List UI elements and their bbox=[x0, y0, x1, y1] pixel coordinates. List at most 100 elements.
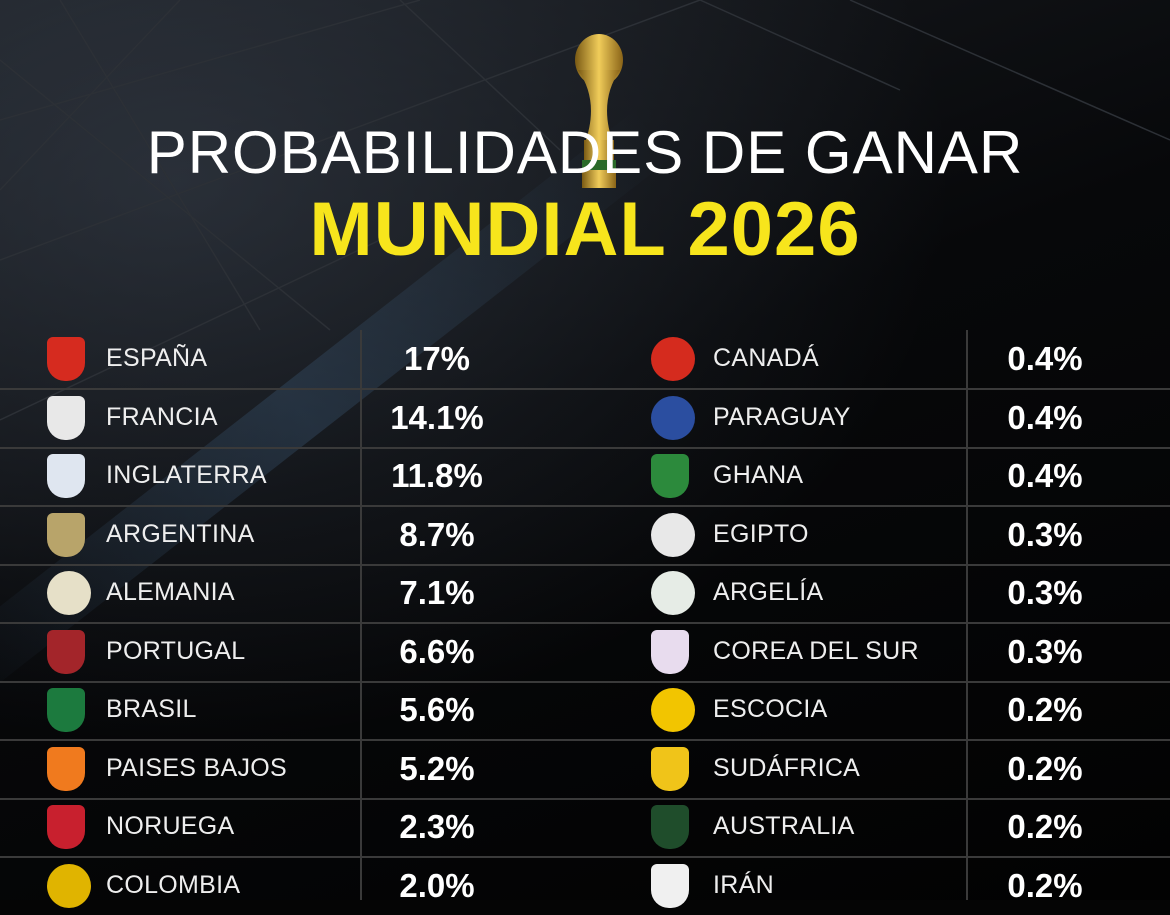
column-divider bbox=[360, 330, 362, 900]
table-row: ARGELÍA 0.3% bbox=[0, 564, 1170, 622]
row-divider bbox=[600, 856, 1170, 858]
table-row: ALEMANIA 7.1% bbox=[0, 564, 1170, 622]
probability-value: 5.6% bbox=[399, 691, 475, 728]
team-name: EGIPTO bbox=[713, 519, 809, 548]
probability-value: 2.3% bbox=[399, 808, 475, 845]
team-name: ESPAÑA bbox=[106, 344, 208, 372]
row-divider bbox=[600, 622, 1170, 624]
row-divider bbox=[600, 680, 1170, 683]
row-divider bbox=[600, 563, 1170, 566]
team-crest-icon bbox=[47, 337, 85, 381]
team-name: IRÁN bbox=[713, 870, 774, 899]
probability-value: 17% bbox=[403, 340, 471, 377]
table-row: BRASIL 5.6% bbox=[0, 681, 1170, 739]
table-row: PARAGUAY 0.4% bbox=[0, 389, 1170, 447]
team-crest-icon bbox=[47, 395, 85, 440]
row-divider bbox=[0, 446, 600, 449]
row-divider bbox=[0, 505, 600, 507]
row-divider bbox=[0, 739, 600, 741]
team-name: ALEMANIA bbox=[106, 578, 235, 606]
world-cup-trophy-icon bbox=[575, 34, 623, 188]
row-divider bbox=[0, 856, 600, 858]
team-crest-icon bbox=[47, 629, 85, 674]
table-row: PAISES BAJOS 5.2% bbox=[0, 740, 1170, 798]
probability-value: 0.3% bbox=[1007, 632, 1083, 670]
team-name: BRASIL bbox=[106, 695, 197, 723]
team-crest-icon bbox=[651, 571, 695, 615]
row-divider bbox=[0, 622, 600, 624]
table-row: INGLATERRA 11.8% bbox=[0, 447, 1170, 505]
team-name: ESCOCIA bbox=[713, 695, 828, 723]
table-row: COREA DEL SUR 0.3% bbox=[0, 623, 1170, 681]
probability-value: 11.8% bbox=[391, 457, 483, 494]
table-row: GHANA 0.4% bbox=[0, 447, 1170, 505]
row-divider bbox=[600, 388, 1170, 390]
table-row: IRÁN 0.2% bbox=[0, 857, 1170, 915]
row-divider bbox=[600, 739, 1170, 741]
row-divider bbox=[600, 505, 1170, 507]
table-row: FRANCIA 14.1% bbox=[0, 389, 1170, 447]
table-row: COLOMBIA 2.0% bbox=[0, 857, 1170, 915]
team-crest-icon bbox=[651, 337, 695, 381]
team-crest-icon bbox=[651, 863, 689, 908]
probability-value: 0.3% bbox=[1007, 574, 1083, 611]
probability-value: 0.4% bbox=[1007, 340, 1083, 377]
team-crest-icon bbox=[47, 571, 91, 615]
column-divider bbox=[966, 330, 968, 900]
probability-value: 8.7% bbox=[399, 515, 475, 553]
probability-value: 6.6% bbox=[399, 632, 475, 670]
row-divider bbox=[0, 797, 600, 800]
team-name: PARAGUAY bbox=[713, 402, 851, 431]
team-crest-icon bbox=[651, 746, 689, 791]
row-divider bbox=[600, 446, 1170, 449]
row-divider bbox=[0, 563, 600, 566]
team-name: PAISES BAJOS bbox=[106, 753, 287, 782]
table-row: ESPAÑA 17% bbox=[0, 330, 1170, 388]
team-name: AUSTRALIA bbox=[713, 812, 855, 840]
table-row: AUSTRALIA 0.2% bbox=[0, 798, 1170, 856]
team-crest-icon bbox=[651, 805, 689, 849]
team-crest-icon bbox=[651, 688, 695, 732]
team-name: ARGENTINA bbox=[106, 519, 255, 548]
team-name: FRANCIA bbox=[106, 402, 218, 431]
table-row: PORTUGAL 6.6% bbox=[0, 623, 1170, 681]
team-crest-icon bbox=[651, 512, 695, 557]
team-name: ARGELÍA bbox=[713, 578, 824, 606]
probability-value: 14.1% bbox=[390, 398, 484, 436]
table-row: ESCOCIA 0.2% bbox=[0, 681, 1170, 739]
team-name: COLOMBIA bbox=[106, 870, 241, 899]
team-crest-icon bbox=[47, 454, 85, 498]
row-divider bbox=[0, 680, 600, 683]
probability-value: 0.2% bbox=[1007, 866, 1083, 904]
probability-value: 0.3% bbox=[1007, 515, 1083, 553]
table-row: SUDÁFRICA 0.2% bbox=[0, 740, 1170, 798]
probability-value: 0.4% bbox=[1007, 398, 1083, 436]
team-crest-icon bbox=[47, 688, 85, 732]
team-crest-icon bbox=[651, 629, 689, 674]
team-crest-icon bbox=[47, 512, 85, 557]
table-row: EGIPTO 0.3% bbox=[0, 506, 1170, 564]
team-crest-icon bbox=[47, 805, 85, 849]
probability-value: 0.2% bbox=[1007, 691, 1083, 728]
team-name: NORUEGA bbox=[106, 812, 235, 840]
probability-value: 7.1% bbox=[399, 574, 475, 611]
row-divider bbox=[0, 388, 600, 390]
team-name: PORTUGAL bbox=[106, 636, 246, 665]
row-divider bbox=[600, 797, 1170, 800]
team-name: CANADÁ bbox=[713, 344, 819, 372]
probability-value: 2.0% bbox=[399, 866, 475, 904]
team-name: COREA DEL SUR bbox=[713, 636, 919, 665]
team-crest-icon bbox=[47, 746, 85, 791]
team-name: GHANA bbox=[713, 461, 804, 489]
table-row: NORUEGA 2.3% bbox=[0, 798, 1170, 856]
probability-value: 5.2% bbox=[399, 749, 475, 787]
team-name: INGLATERRA bbox=[106, 461, 267, 489]
title-line-2: MUNDIAL 2026 bbox=[309, 187, 861, 272]
probability-value: 0.2% bbox=[1007, 749, 1083, 787]
probability-value: 0.2% bbox=[1007, 808, 1083, 845]
table-row: ARGENTINA 8.7% bbox=[0, 506, 1170, 564]
team-crest-icon bbox=[651, 395, 695, 440]
team-crest-icon bbox=[651, 454, 689, 498]
probability-value: 0.4% bbox=[1007, 457, 1083, 494]
